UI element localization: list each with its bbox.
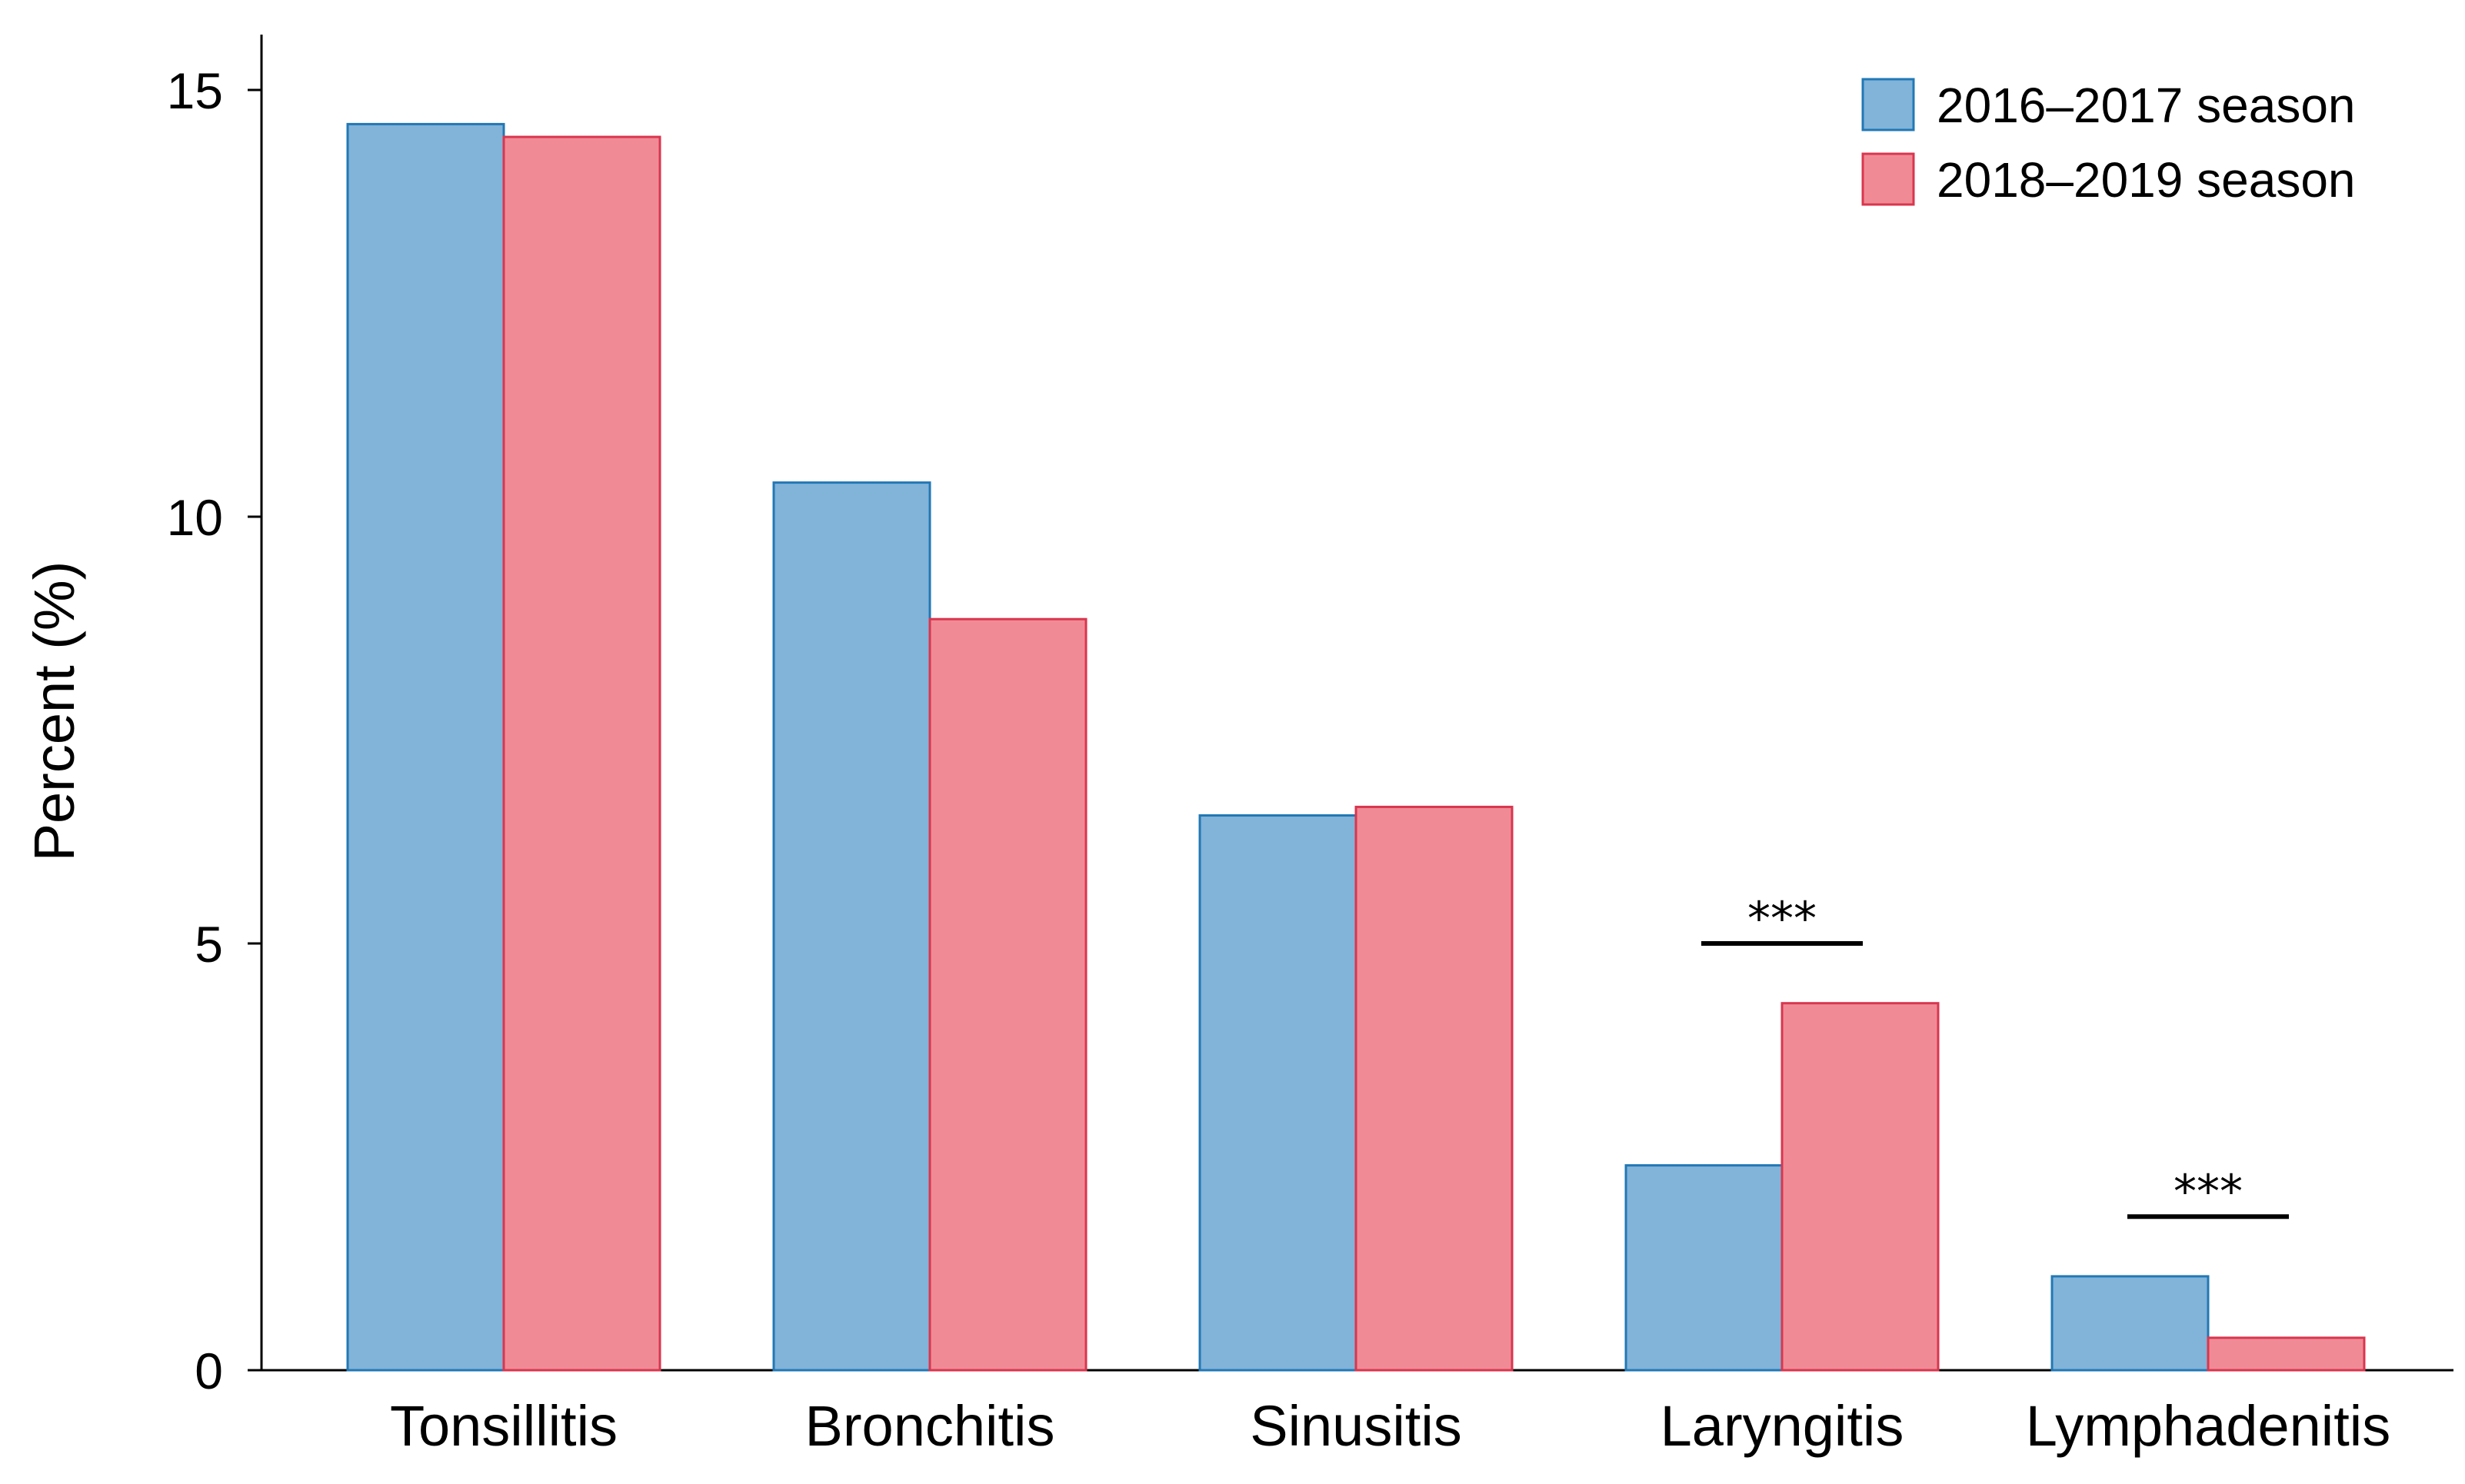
bar-lymphadenitis-series-1 — [2050, 1275, 2210, 1372]
x-tick-label: Sinusitis — [1250, 1394, 1462, 1458]
legend-label: 2016–2017 season — [1937, 78, 2356, 133]
category-labels: Tonsillitis Bronchitis Sinusitis Laryngitis… — [390, 1394, 2390, 1458]
bars — [346, 122, 2366, 1372]
y-ticks: 0 5 10 15 — [167, 62, 261, 1399]
legend: 2016–2017 season 2018–2019 season — [1861, 78, 2356, 208]
bar-bronchitis-series-2 — [928, 617, 1088, 1372]
x-tick-label: Tonsillitis — [390, 1394, 618, 1458]
bar-sinusitis-series-1 — [1198, 814, 1357, 1372]
y-tick-label: 0 — [195, 1343, 223, 1399]
bar-bronchitis-series-1 — [772, 481, 931, 1372]
bar-laryngitis-series-1 — [1624, 1164, 1784, 1372]
y-tick-label: 10 — [167, 489, 223, 546]
bar-sinusitis-series-2 — [1354, 805, 1514, 1372]
bar-tonsillitis-series-1 — [346, 122, 505, 1372]
significance-stars: *** — [1747, 892, 1817, 946]
x-tick-label: Laryngitis — [1661, 1394, 1904, 1458]
y-tick-label: 5 — [195, 916, 223, 973]
legend-swatch — [1861, 152, 1915, 206]
significance-annotations: *** *** — [1701, 892, 2289, 1219]
bar-tonsillitis-series-2 — [502, 135, 661, 1372]
x-tick-label: Bronchitis — [805, 1394, 1055, 1458]
bar-laryngitis-series-2 — [1780, 1002, 1940, 1372]
legend-swatch — [1861, 78, 1915, 131]
y-tick-label: 15 — [167, 62, 223, 119]
y-axis-title: Percent (%) — [22, 561, 86, 862]
significance-stars: *** — [2174, 1165, 2243, 1219]
x-tick-label: Lymphadenitis — [2026, 1394, 2390, 1458]
bar-lymphadenitis-series-2 — [2207, 1336, 2366, 1372]
legend-label: 2018–2019 season — [1937, 152, 2356, 208]
